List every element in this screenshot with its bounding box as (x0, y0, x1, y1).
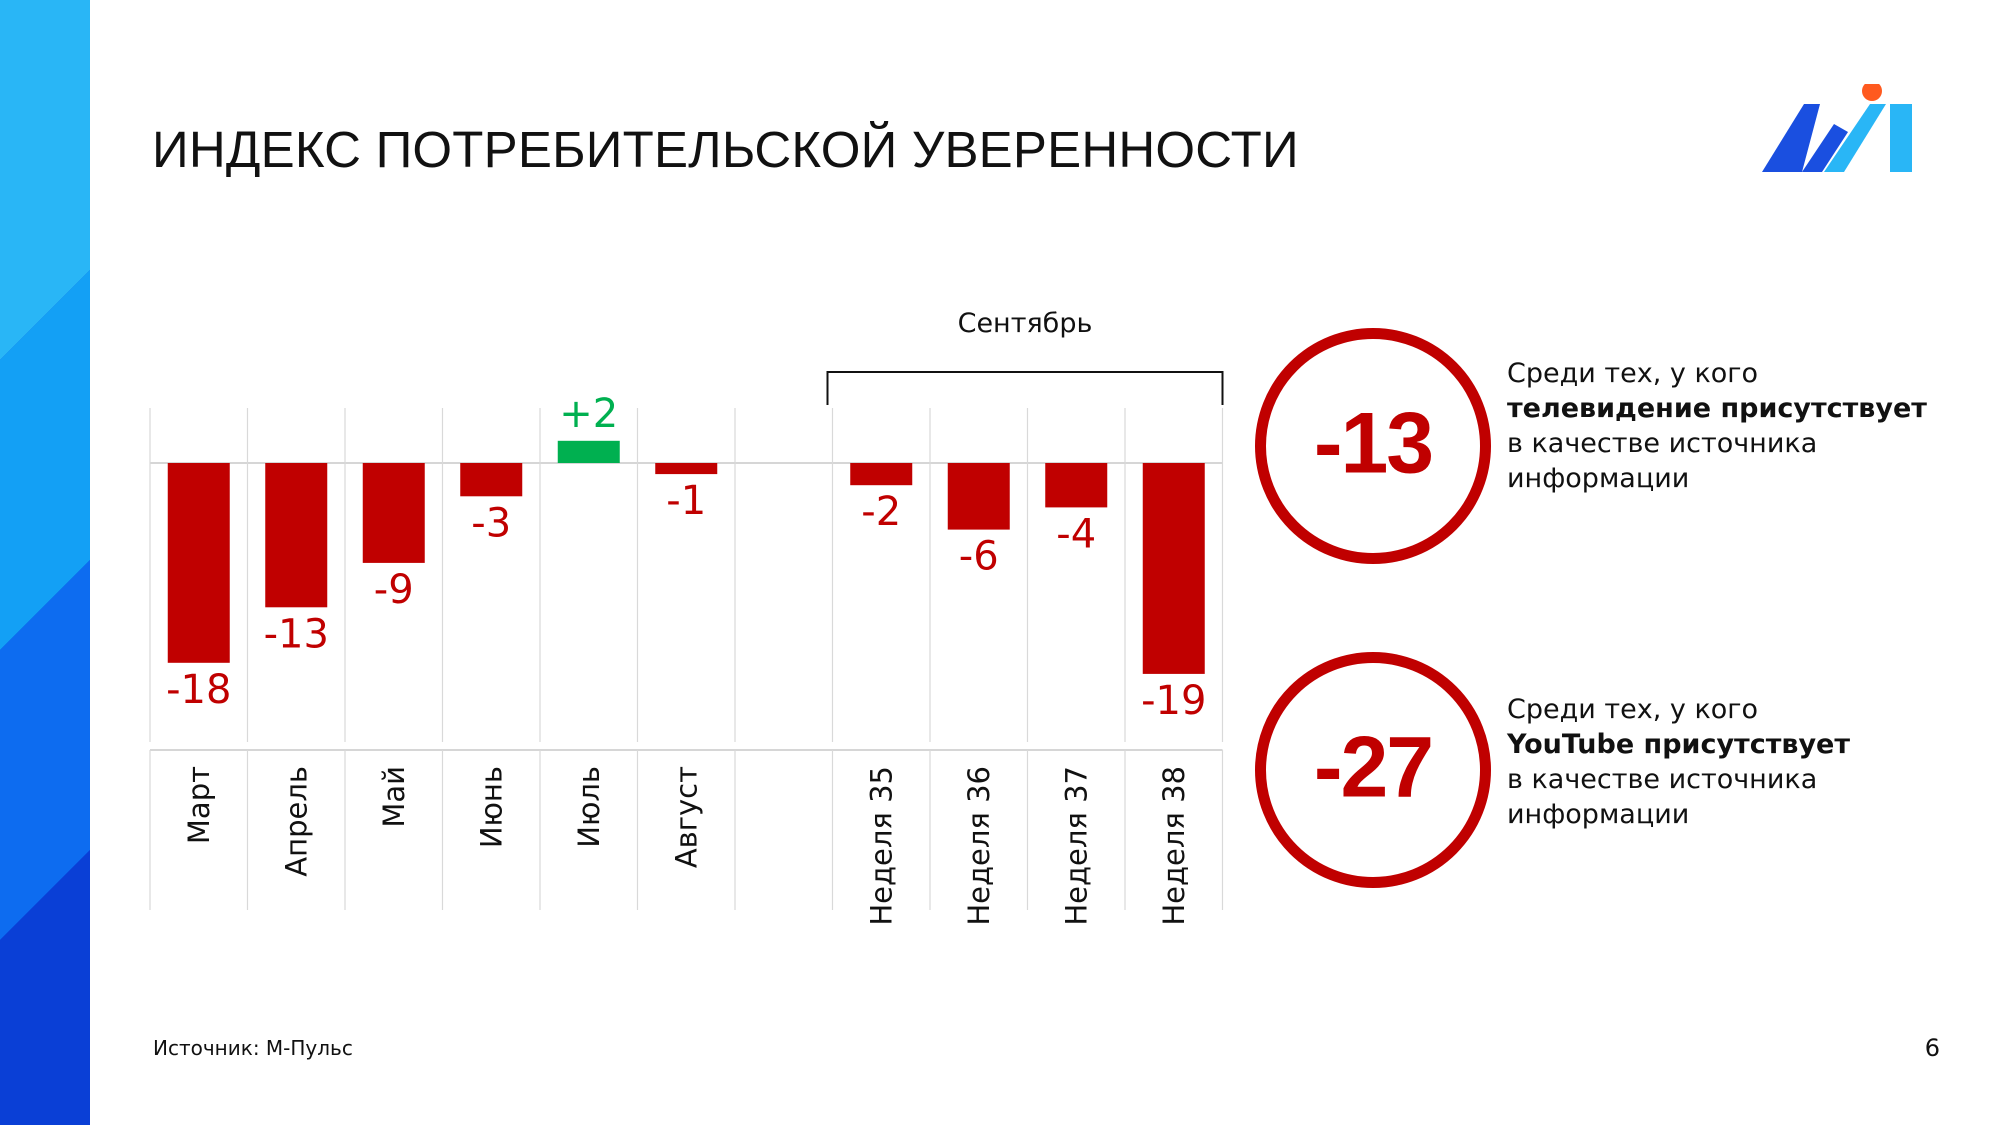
bar (850, 463, 913, 486)
stat-youtube-line2: YouTube присутствует (1507, 729, 1851, 760)
stat-youtube-line1: Среди тех, у кого (1507, 694, 1758, 725)
category-label: Апрель (279, 766, 313, 877)
stat-youtube-ring: -27 (1255, 652, 1491, 888)
data-label: -1 (666, 478, 706, 524)
category-label: Неделя 37 (1059, 766, 1093, 926)
chart-category-labels: Март Апрель Май Июнь Июль Август Неделя 35 Неде… (182, 766, 1191, 926)
data-label: -4 (1056, 511, 1096, 557)
bar (1142, 463, 1205, 674)
data-label: -2 (861, 489, 901, 535)
bar (362, 463, 425, 563)
stat-tv-line3: в качестве источника (1507, 428, 1818, 459)
stat-youtube: -27 Среди тех, у кого YouTube присутству… (1255, 652, 1985, 892)
september-bracket: Сентябрь (826, 308, 1224, 405)
group-bracket (826, 371, 1224, 405)
page-number: 6 (1924, 1034, 1940, 1062)
side-decorative-band (0, 0, 90, 1125)
stat-tv: -13 Среди тех, у кого телевидение присут… (1255, 328, 1985, 568)
category-label: Июль (572, 766, 606, 848)
bar (557, 440, 620, 463)
source-note: Источник: М-Пульс (153, 1036, 353, 1060)
bar (167, 463, 230, 663)
stat-youtube-line3: в качестве источника (1507, 764, 1818, 795)
chart-bars (167, 440, 1205, 674)
data-label: -18 (166, 667, 231, 713)
category-label: Август (669, 766, 703, 868)
category-label: Неделя 38 (1157, 766, 1191, 926)
category-label: Неделя 35 (864, 766, 898, 926)
stat-tv-line1: Среди тех, у кого (1507, 358, 1758, 389)
data-label: -19 (1141, 678, 1206, 724)
stat-youtube-description: Среди тех, у кого YouTube присутствует в… (1507, 692, 1850, 832)
bar (655, 463, 718, 475)
chart-data-labels: -18 -13 -9 -3 +2 -1 -2 -6 -4 -19 (166, 391, 1206, 724)
stat-tv-line2: телевидение присутствует (1507, 393, 1927, 424)
stat-youtube-line4: информации (1507, 799, 1690, 830)
stat-tv-line4: информации (1507, 463, 1690, 494)
stat-tv-value: -13 (1313, 395, 1434, 492)
group-label: Сентябрь (958, 308, 1093, 339)
data-label: +2 (559, 391, 618, 437)
band-graphic (0, 0, 90, 1125)
bar (947, 463, 1010, 530)
bar (460, 463, 523, 497)
category-label: Май (377, 766, 411, 828)
bar (1045, 463, 1108, 508)
bar (265, 463, 328, 608)
stat-tv-ring: -13 (1255, 328, 1491, 564)
slide-title: ИНДЕКС ПОТРЕБИТЕЛЬСКОЙ УВЕРЕННОСТИ (152, 121, 1299, 178)
data-label: -3 (471, 500, 511, 546)
category-label: Март (182, 766, 216, 844)
category-label: Июнь (474, 766, 508, 848)
stat-youtube-value: -27 (1313, 719, 1434, 816)
data-label: -6 (959, 534, 999, 580)
confidence-index-chart: -18 -13 -9 -3 +2 -1 -2 -6 -4 -19 Март Апрель Май Июн… (149, 308, 1224, 926)
data-label: -13 (264, 611, 329, 657)
brand-logo (1762, 84, 1912, 172)
category-label: Неделя 36 (962, 766, 996, 926)
stat-tv-description: Среди тех, у кого телевидение присутству… (1507, 356, 1927, 496)
data-label: -9 (374, 567, 414, 613)
